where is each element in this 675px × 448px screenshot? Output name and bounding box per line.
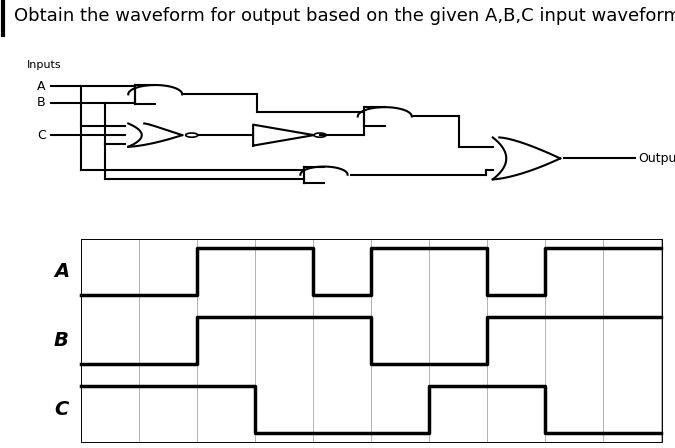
Text: A: A [37,80,46,93]
Text: Inputs: Inputs [27,60,61,70]
Text: C: C [37,129,46,142]
Text: Output: Output [638,152,675,165]
Text: B: B [54,331,69,350]
Text: Obtain the waveform for output based on the given A,B,C input waveforms.: Obtain the waveform for output based on … [14,7,675,25]
Text: C: C [54,400,68,419]
Text: A: A [54,262,69,281]
Text: B: B [37,96,46,109]
